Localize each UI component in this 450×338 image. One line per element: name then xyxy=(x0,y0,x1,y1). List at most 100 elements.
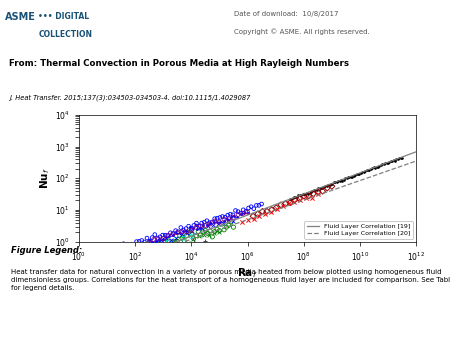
Point xyxy=(139,247,146,252)
Point xyxy=(202,238,209,243)
Point xyxy=(378,161,386,167)
Point xyxy=(299,192,306,197)
Point xyxy=(225,222,232,228)
Point xyxy=(367,166,374,172)
Point xyxy=(197,223,204,229)
Point xyxy=(131,248,139,253)
Point xyxy=(263,209,270,214)
Point xyxy=(291,197,298,203)
Point xyxy=(208,219,216,225)
Point xyxy=(216,219,223,225)
Point xyxy=(373,164,380,170)
Point xyxy=(399,155,406,161)
Point xyxy=(310,188,318,193)
Point xyxy=(207,221,214,226)
Point xyxy=(176,231,183,236)
Point xyxy=(158,237,165,242)
Point xyxy=(114,260,122,265)
Point xyxy=(200,223,207,228)
Point xyxy=(394,156,401,162)
Point xyxy=(117,254,125,260)
Point xyxy=(164,233,171,238)
Fluid Layer Correlation [20] xyxy=(277,207,282,211)
Point xyxy=(185,230,193,235)
Text: From: Thermal Convection in Porous Media at High Rayleigh Numbers: From: Thermal Convection in Porous Media… xyxy=(9,59,349,68)
Point xyxy=(180,244,187,250)
Point xyxy=(130,243,138,248)
Point xyxy=(115,252,122,258)
Point xyxy=(216,230,223,235)
Point xyxy=(317,185,324,190)
Point xyxy=(188,231,195,237)
Point xyxy=(129,251,136,257)
Point xyxy=(211,216,218,221)
Point xyxy=(131,246,139,251)
Point xyxy=(230,218,237,224)
Point xyxy=(205,233,212,238)
Point xyxy=(162,235,170,240)
Point xyxy=(316,186,323,191)
Point xyxy=(366,167,373,173)
Point xyxy=(162,240,169,245)
Point xyxy=(234,214,241,220)
Point xyxy=(138,250,145,256)
Point xyxy=(384,160,392,166)
Point xyxy=(223,224,230,230)
Point xyxy=(372,165,379,170)
Point xyxy=(220,221,227,226)
Point xyxy=(216,228,223,234)
Point xyxy=(225,218,232,223)
Point xyxy=(282,201,289,207)
Point xyxy=(213,227,220,232)
Text: ••• DIGITAL: ••• DIGITAL xyxy=(38,12,90,21)
Point xyxy=(267,210,274,215)
Fluid Layer Correlation [19] xyxy=(360,170,366,174)
Point xyxy=(210,220,217,225)
Point xyxy=(203,218,211,223)
Point xyxy=(169,239,176,245)
Point xyxy=(211,229,218,234)
Point xyxy=(219,214,226,219)
Point xyxy=(199,229,207,235)
Point xyxy=(122,250,129,255)
Point xyxy=(230,212,237,218)
Point xyxy=(151,232,158,237)
Fluid Layer Correlation [19] xyxy=(283,199,288,203)
Point xyxy=(296,193,303,198)
Legend: Fluid Layer Correlation [19], Fluid Layer Correlation [20]: Fluid Layer Correlation [19], Fluid Laye… xyxy=(304,221,413,239)
Point xyxy=(338,177,345,183)
Point xyxy=(177,225,184,230)
Point xyxy=(120,254,127,259)
Point xyxy=(312,188,319,193)
Fluid Layer Correlation [19] xyxy=(77,276,83,280)
Point xyxy=(315,185,322,191)
Point xyxy=(157,244,164,249)
Point xyxy=(191,239,198,245)
Point xyxy=(249,214,256,219)
Point xyxy=(230,215,237,220)
Point xyxy=(136,254,143,259)
Point xyxy=(180,227,187,233)
Point xyxy=(237,211,244,216)
Point xyxy=(288,196,295,202)
Point xyxy=(295,193,302,198)
Point xyxy=(207,220,214,226)
Point xyxy=(202,223,209,228)
Point xyxy=(361,168,369,173)
Point xyxy=(238,219,246,225)
Point xyxy=(162,236,170,241)
Point xyxy=(225,216,232,221)
Point xyxy=(145,238,153,243)
Line: Fluid Layer Correlation [19]: Fluid Layer Correlation [19] xyxy=(79,152,416,279)
Point xyxy=(122,255,130,260)
Point xyxy=(320,184,328,190)
Point xyxy=(370,165,377,170)
Point xyxy=(111,253,118,258)
Point xyxy=(193,226,200,232)
Point xyxy=(339,178,346,184)
Point xyxy=(197,232,204,238)
Point xyxy=(300,192,307,197)
Point xyxy=(122,244,130,249)
Point xyxy=(192,233,199,239)
Point xyxy=(178,232,185,237)
